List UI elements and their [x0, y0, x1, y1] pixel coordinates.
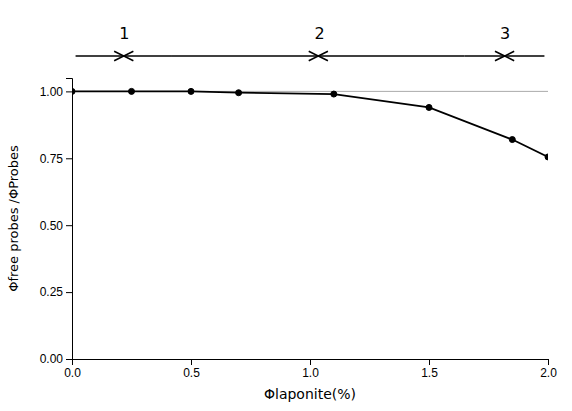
plot-area: 0.0 0.5 1.0 1.5 2.0 0.00 0.25 0.50 0.75 1.00 1 2 3 [40, 24, 558, 380]
x-tick: 0.5 [183, 359, 200, 380]
point [236, 90, 242, 96]
x-tick-mark [310, 359, 311, 365]
y-tick-label: 0.50 [40, 219, 64, 233]
x-tick-label: 0.5 [183, 366, 200, 380]
y-tick-label: 0.25 [40, 285, 64, 299]
y-tick-mark [66, 225, 72, 226]
y-tick: 0.75 [40, 152, 72, 166]
data-layer [72, 88, 548, 160]
x-tick-label: 1.5 [421, 366, 438, 380]
region-label: 2 [314, 24, 324, 43]
y-axis-line [66, 79, 73, 360]
y-tick: 0.25 [40, 285, 72, 299]
y-tick: 0.00 [40, 352, 72, 366]
region-arrow [124, 55, 172, 57]
y-tick-mark [66, 91, 72, 92]
point [545, 154, 548, 160]
y-axis: 0.00 0.25 0.50 0.75 1.00 [40, 79, 73, 367]
x-tick-label: 1.0 [302, 366, 319, 380]
y-tick: 1.00 [40, 85, 72, 99]
region-label: 3 [500, 24, 510, 43]
region-arrow [76, 55, 124, 57]
y-tick-label: 0.00 [40, 352, 64, 366]
y-tick-mark [66, 158, 72, 159]
x-tick-label: 2.0 [540, 366, 557, 380]
y-tick-label: 0.75 [40, 152, 64, 166]
region-arrow [505, 55, 545, 57]
x-tick-mark [429, 359, 430, 365]
region-label: 1 [119, 24, 129, 43]
point [188, 88, 194, 94]
y-tick-mark [66, 359, 72, 360]
x-axis-title: Φlaponite(%) [264, 386, 356, 402]
point [426, 104, 432, 110]
x-tick: 1.5 [421, 359, 438, 380]
line [72, 91, 548, 157]
x-tick: 0.0 [64, 359, 81, 380]
point [72, 88, 75, 94]
point [129, 88, 135, 94]
y-tick-mark [66, 292, 72, 293]
region-arrow [172, 55, 318, 57]
x-axis-line [73, 360, 549, 366]
x-tick: 2.0 [540, 359, 557, 380]
annotations: 1 2 3 [76, 24, 545, 57]
x-tick-mark [548, 359, 549, 365]
x-tick: 1.0 [302, 359, 319, 380]
y-tick-label: 1.00 [40, 85, 64, 99]
region-arrow [318, 55, 464, 57]
x-axis: 0.0 0.5 1.0 1.5 2.0 [64, 359, 557, 380]
x-tick-label: 0.0 [64, 366, 81, 380]
point [509, 137, 515, 143]
region-arrow [465, 55, 505, 57]
y-axis-title: Φfree probes /ΦProbes [6, 145, 21, 292]
x-tick-mark [191, 359, 192, 365]
point [331, 91, 337, 97]
chart: 0.0 0.5 1.0 1.5 2.0 0.00 0.25 0.50 0.75 1.00 1 2 3 Φl… [0, 0, 572, 411]
y-tick: 0.50 [40, 219, 72, 233]
